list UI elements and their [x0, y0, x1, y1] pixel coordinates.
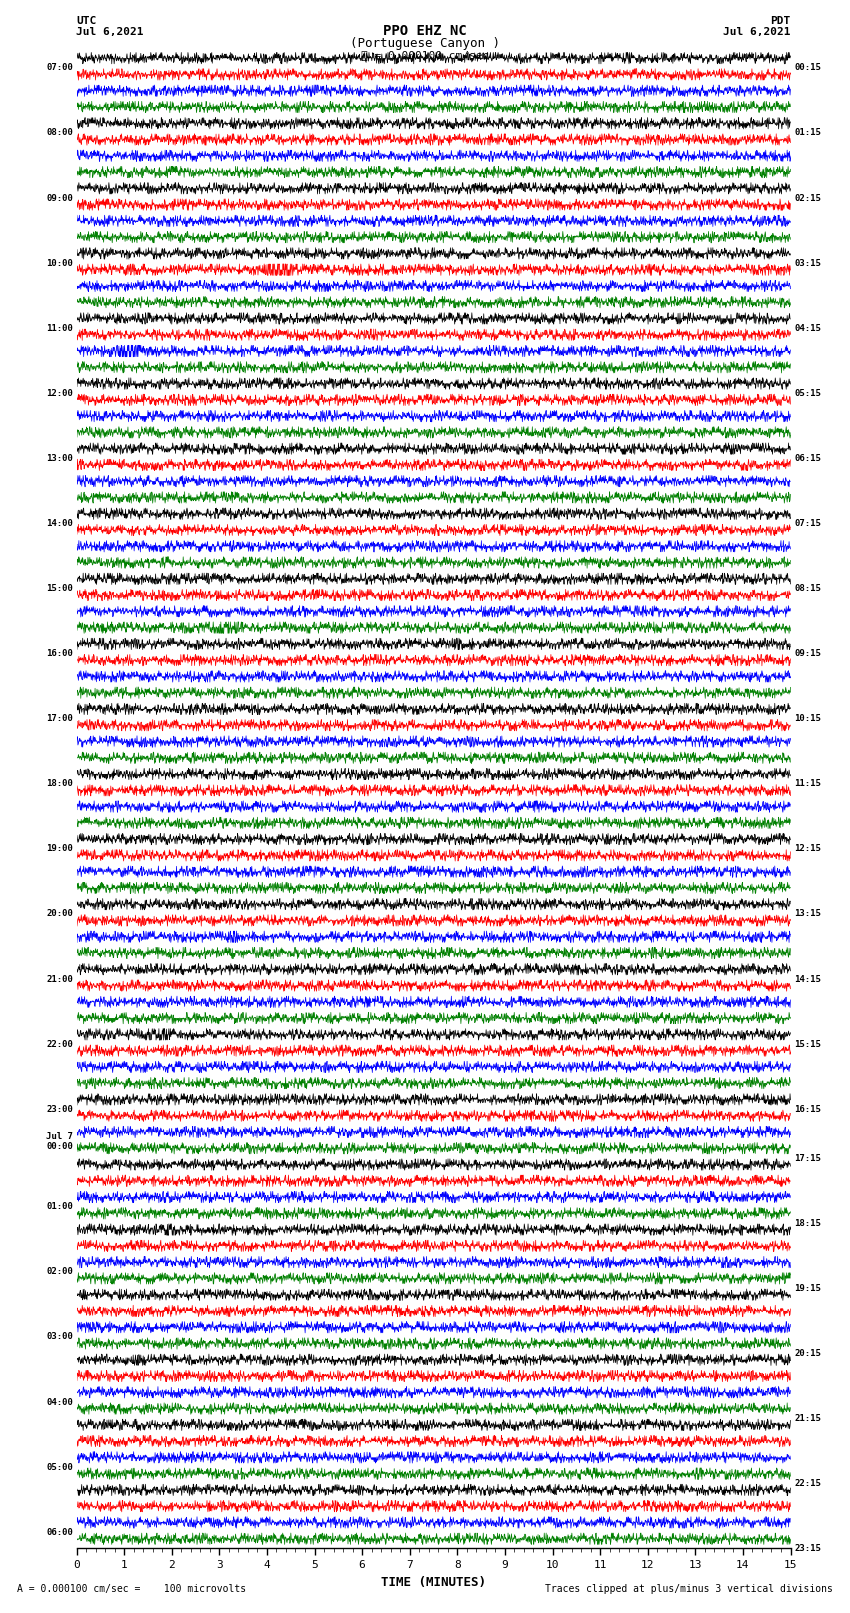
- Text: 05:00: 05:00: [46, 1463, 73, 1471]
- Text: 08:15: 08:15: [794, 584, 821, 594]
- Text: 15:00: 15:00: [46, 584, 73, 594]
- Text: Jul 7
00:00: Jul 7 00:00: [46, 1132, 73, 1152]
- Text: 02:00: 02:00: [46, 1268, 73, 1276]
- Text: 04:15: 04:15: [794, 324, 821, 332]
- Text: 13:15: 13:15: [794, 910, 821, 918]
- Text: 18:15: 18:15: [794, 1218, 821, 1227]
- Text: ⎵ = 0.000100 cm/sec: ⎵ = 0.000100 cm/sec: [361, 50, 489, 60]
- Text: 07:00: 07:00: [46, 63, 73, 73]
- Text: 16:15: 16:15: [794, 1105, 821, 1113]
- Text: 16:00: 16:00: [46, 648, 73, 658]
- Text: 18:00: 18:00: [46, 779, 73, 789]
- Text: 14:00: 14:00: [46, 519, 73, 527]
- Text: Traces clipped at plus/minus 3 vertical divisions: Traces clipped at plus/minus 3 vertical …: [545, 1584, 833, 1594]
- Text: 23:00: 23:00: [46, 1105, 73, 1113]
- Text: 06:15: 06:15: [794, 453, 821, 463]
- Text: 03:15: 03:15: [794, 258, 821, 268]
- Text: A = 0.000100 cm/sec =    100 microvolts: A = 0.000100 cm/sec = 100 microvolts: [17, 1584, 246, 1594]
- Text: 01:15: 01:15: [794, 129, 821, 137]
- Text: 00:15: 00:15: [794, 63, 821, 73]
- Text: 19:00: 19:00: [46, 844, 73, 853]
- Text: 21:00: 21:00: [46, 974, 73, 984]
- Text: 02:15: 02:15: [794, 194, 821, 203]
- Text: 13:00: 13:00: [46, 453, 73, 463]
- Text: 01:00: 01:00: [46, 1202, 73, 1211]
- Text: 12:00: 12:00: [46, 389, 73, 398]
- Text: 10:00: 10:00: [46, 258, 73, 268]
- Text: UTC: UTC: [76, 16, 97, 26]
- Text: 03:00: 03:00: [46, 1332, 73, 1342]
- Text: 15:15: 15:15: [794, 1040, 821, 1048]
- Text: 20:15: 20:15: [794, 1348, 821, 1358]
- Text: 09:00: 09:00: [46, 194, 73, 203]
- Text: Jul 6,2021: Jul 6,2021: [723, 27, 791, 37]
- Text: Jul 6,2021: Jul 6,2021: [76, 27, 144, 37]
- Text: 17:00: 17:00: [46, 715, 73, 723]
- X-axis label: TIME (MINUTES): TIME (MINUTES): [381, 1576, 486, 1589]
- Text: 11:15: 11:15: [794, 779, 821, 789]
- Text: 22:15: 22:15: [794, 1479, 821, 1487]
- Text: 06:00: 06:00: [46, 1528, 73, 1537]
- Text: (Portuguese Canyon ): (Portuguese Canyon ): [350, 37, 500, 50]
- Text: 21:15: 21:15: [794, 1415, 821, 1423]
- Text: 07:15: 07:15: [794, 519, 821, 527]
- Text: 08:00: 08:00: [46, 129, 73, 137]
- Text: 05:15: 05:15: [794, 389, 821, 398]
- Text: 04:00: 04:00: [46, 1397, 73, 1407]
- Text: 17:15: 17:15: [794, 1153, 821, 1163]
- Text: 23:15: 23:15: [794, 1544, 821, 1553]
- Text: PDT: PDT: [770, 16, 790, 26]
- Text: 19:15: 19:15: [794, 1284, 821, 1292]
- Text: 22:00: 22:00: [46, 1040, 73, 1048]
- Text: 14:15: 14:15: [794, 974, 821, 984]
- Text: PPO EHZ NC: PPO EHZ NC: [383, 24, 467, 39]
- Text: 20:00: 20:00: [46, 910, 73, 918]
- Text: 12:15: 12:15: [794, 844, 821, 853]
- Text: 11:00: 11:00: [46, 324, 73, 332]
- Text: 10:15: 10:15: [794, 715, 821, 723]
- Text: 09:15: 09:15: [794, 648, 821, 658]
